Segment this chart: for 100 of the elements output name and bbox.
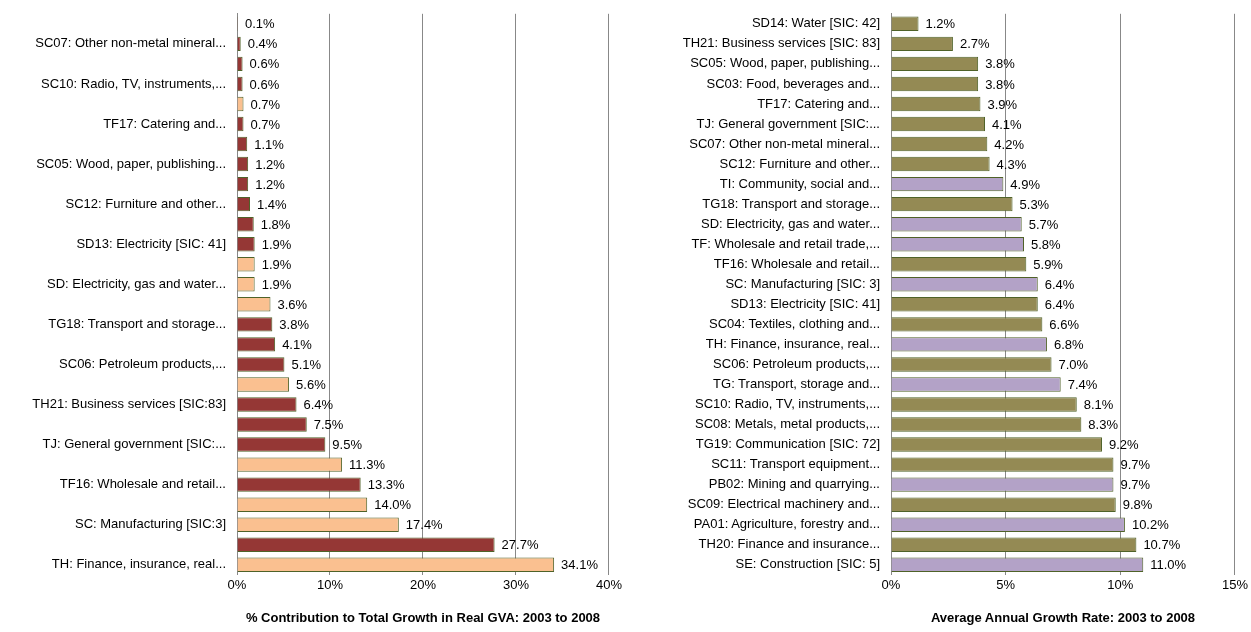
x-tick-label: 0% — [227, 577, 247, 593]
data-label: 3.6% — [277, 296, 308, 312]
data-label: 0.4% — [247, 36, 278, 52]
y-tick-label: SC05: Wood, paper, publishing... — [690, 55, 880, 71]
y-tick-label: SD14: Water [SIC: 42] — [751, 15, 880, 31]
x-tick-label: 40% — [595, 577, 623, 593]
data-label: 17.4% — [405, 517, 444, 533]
y-tick-label: SC09: Electrical machinery and... — [687, 496, 880, 512]
y-tick-label: SC03: Food, beverages and... — [706, 75, 880, 91]
y-tick-label: TF17: Catering and... — [103, 115, 226, 131]
y-tick-label: SC07: Other non-metal mineral... — [35, 35, 226, 51]
x-axis-title: % Contribution to Total Growth in Real GVA: 2003 to 2008 — [245, 609, 601, 625]
data-label: 7.0% — [1058, 357, 1089, 372]
data-label: 1.8% — [260, 216, 291, 232]
y-tick-label: SC08: Metals, metal products,... — [695, 416, 880, 432]
data-label: 3.8% — [279, 316, 310, 332]
data-label: 7.4% — [1067, 377, 1098, 393]
data-label: 1.9% — [261, 256, 292, 272]
data-label: 3.8% — [985, 56, 1016, 72]
data-label: 4.3% — [996, 156, 1027, 172]
y-tick-label: SC: Manufacturing [SIC:3] — [74, 516, 226, 532]
y-tick-label: SC05: Wood, paper, publishing... — [36, 155, 226, 171]
y-tick-label: SC: Manufacturing [SIC: 3] — [725, 275, 880, 291]
y-tick-label: TH21: Business services [SIC: 83] — [682, 35, 880, 51]
x-tick-label: 0% — [881, 577, 901, 593]
y-tick-label: SC10: Radio, TV, instruments,... — [695, 396, 880, 412]
data-label: 5.7% — [1028, 216, 1059, 232]
y-tick-label: SC12: Furniture and other... — [65, 195, 226, 211]
y-tick-label: PB02: Mining and quarrying... — [708, 476, 880, 492]
y-tick-label: SC12: Furniture and other... — [719, 155, 880, 171]
data-label: 6.4% — [1044, 296, 1075, 312]
data-label: 4.1% — [282, 336, 313, 352]
data-label: 5.1% — [291, 357, 322, 372]
data-label: 6.4% — [303, 397, 334, 413]
data-label: 8.3% — [1088, 417, 1119, 433]
x-axis-title: Average Annual Growth Rate: 2003 to 2008 — [930, 609, 1196, 625]
x-tick-label: 10% — [316, 577, 344, 593]
data-label: 13.3% — [367, 477, 405, 493]
data-label: 4.2% — [994, 136, 1025, 152]
data-label: 1.2% — [255, 176, 286, 192]
y-tick-label: SC11: Transport equipment... — [711, 456, 880, 472]
data-label: 0.7% — [250, 96, 281, 112]
data-label: 27.7% — [501, 537, 539, 553]
data-label: 9.2% — [1108, 437, 1140, 453]
y-tick-label: TG: Transport, storage and... — [713, 376, 880, 392]
y-tick-label: PA01: Agriculture, forestry and... — [693, 516, 880, 532]
data-label: 11.3% — [349, 457, 386, 473]
y-tick-label: TJ: General government [SIC:... — [696, 115, 880, 131]
x-tick-label: 15% — [1221, 577, 1249, 593]
y-tick-label: TF17: Catering and... — [757, 95, 880, 111]
data-label: 6.8% — [1053, 336, 1085, 352]
data-label: 2.7% — [959, 36, 990, 52]
data-label: 0.6% — [249, 76, 280, 92]
data-label: 5.8% — [1031, 236, 1062, 252]
y-tick-label: SD13: Electricity [SIC: 41] — [76, 235, 226, 251]
data-label: 1.2% — [925, 16, 956, 32]
y-tick-label: TG19: Communication [SIC: 72] — [695, 436, 880, 452]
x-tick-label: 30% — [502, 577, 530, 593]
data-label: 8.1% — [1083, 397, 1114, 413]
data-label: 0.6% — [249, 56, 280, 72]
data-label: 3.8% — [985, 76, 1016, 92]
data-label: 1.1% — [254, 136, 285, 152]
data-label: 0.7% — [250, 116, 281, 132]
data-label: 14.0% — [374, 497, 412, 513]
y-tick-label: TG18: Transport and storage... — [702, 195, 880, 211]
y-tick-label: TG18: Transport and storage... — [48, 315, 226, 331]
y-tick-label: TF16: Wholesale and retail... — [713, 255, 880, 271]
data-label: 1.2% — [255, 156, 286, 172]
data-label: 9.7% — [1120, 457, 1151, 473]
data-label: 9.8% — [1122, 497, 1153, 513]
y-tick-label: SE: Construction [SIC: 5] — [735, 556, 880, 572]
data-label: 4.9% — [1010, 176, 1041, 192]
data-label: 9.5% — [332, 437, 363, 453]
y-tick-label: SD13: Electricity [SIC: 41] — [730, 295, 880, 311]
data-label: 34.1% — [561, 557, 599, 573]
y-tick-label: SC06: Petroleum products,... — [713, 356, 880, 371]
y-tick-label: TI: Community, social and... — [719, 175, 880, 191]
x-tick-label: 5% — [996, 577, 1016, 593]
y-tick-label: SC06: Petroleum products,... — [59, 356, 226, 371]
y-tick-label: TH: Finance, insurance, real... — [51, 556, 226, 572]
y-tick-label: TF16: Wholesale and retail... — [59, 476, 226, 492]
data-label: 5.3% — [1019, 196, 1050, 212]
data-label: 1.4% — [257, 196, 288, 212]
y-tick-label: TH21: Business services [SIC:83] — [32, 396, 226, 412]
data-label: 10.7% — [1143, 537, 1181, 553]
data-label: 1.9% — [261, 236, 292, 252]
data-label: 10.2% — [1131, 517, 1170, 533]
y-tick-label: TH20: Finance and insurance... — [698, 536, 880, 552]
y-tick-label: SC07: Other non-metal mineral... — [689, 135, 880, 151]
data-label: 1.9% — [261, 276, 292, 292]
y-tick-label: SD: Electricity, gas and water... — [47, 275, 226, 291]
data-label: 3.9% — [987, 96, 1018, 112]
x-tick-label: 20% — [409, 577, 437, 593]
y-tick-label: TJ: General government [SIC:... — [42, 436, 226, 452]
data-label: 0.1% — [244, 16, 275, 32]
y-tick-label: SC04: Textiles, clothing and... — [708, 315, 880, 331]
data-label: 6.6% — [1049, 316, 1080, 332]
data-label: 11.0% — [1150, 557, 1187, 573]
y-tick-label: SC10: Radio, TV, instruments,... — [41, 75, 226, 91]
y-tick-label: SD: Electricity, gas and water... — [701, 215, 880, 231]
